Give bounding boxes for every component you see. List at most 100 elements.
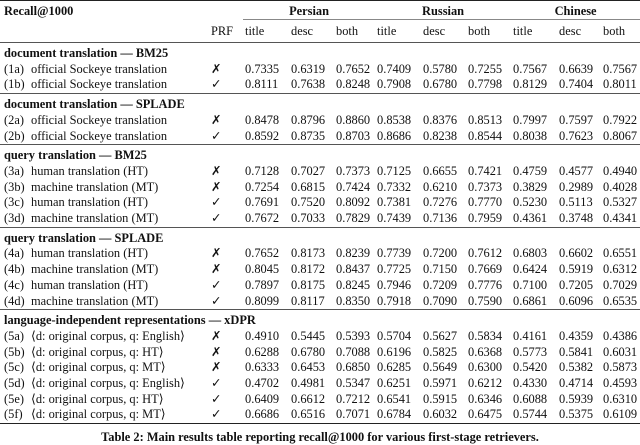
value-cell: 0.5347 bbox=[336, 376, 371, 391]
row-id: (2a) bbox=[4, 112, 24, 127]
value-cell: 0.4359 bbox=[559, 328, 594, 343]
table-row: (5f) ⟨d: original corpus, q: MT⟩ ✓ 0.6686 0.… bbox=[0, 407, 640, 425]
cross-icon: ✗ bbox=[211, 112, 222, 127]
value-cell: 0.8860 bbox=[336, 112, 371, 127]
row-id: (5b) bbox=[4, 344, 25, 359]
row-id: (4d) bbox=[4, 293, 25, 308]
table-row: (5c) ⟨d: original corpus, q: MT⟩ ✗ 0.6333 0.… bbox=[0, 360, 640, 376]
value-cell: 0.4593 bbox=[603, 376, 638, 391]
value-cell: 0.8238 bbox=[423, 128, 458, 143]
value-cell: 0.6535 bbox=[603, 293, 638, 308]
row-id: (1a) bbox=[4, 61, 24, 76]
row-label: ⟨d: original corpus, q: English⟩ bbox=[31, 376, 185, 391]
value-cell: 0.6541 bbox=[377, 391, 412, 406]
value-cell: 0.7205 bbox=[559, 277, 594, 292]
cross-icon: ✗ bbox=[211, 179, 222, 194]
table-row: (4a) human translation (HT) ✗ 0.7652 0.8173 0… bbox=[0, 246, 640, 262]
value-cell: 0.5939 bbox=[559, 391, 594, 406]
value-cell: 0.5825 bbox=[423, 344, 458, 359]
value-cell: 0.5873 bbox=[603, 360, 638, 375]
row-id: (5d) bbox=[4, 376, 25, 391]
value-cell: 0.7997 bbox=[513, 112, 548, 127]
value-cell: 0.7897 bbox=[245, 277, 280, 292]
value-cell: 0.7739 bbox=[377, 246, 412, 261]
value-cell: 0.6300 bbox=[468, 360, 503, 375]
table-row: (4c) human translation (HT) ✓ 0.7897 0.8175 0… bbox=[0, 278, 640, 294]
value-cell: 0.8099 bbox=[245, 293, 280, 308]
value-cell: 0.6424 bbox=[513, 262, 548, 277]
value-cell: 0.6109 bbox=[601, 407, 640, 425]
value-cell: 0.7567 bbox=[603, 61, 638, 76]
value-cell: 0.5704 bbox=[377, 328, 412, 343]
value-cell: 0.5919 bbox=[559, 262, 594, 277]
row-label: machine translation (MT) bbox=[31, 262, 159, 277]
row-id: (4a) bbox=[4, 246, 24, 261]
value-cell: 0.7946 bbox=[377, 277, 412, 292]
value-cell: 0.6312 bbox=[603, 262, 638, 277]
table-row: (3b) machine translation (MT) ✗ 0.7254 0.681… bbox=[0, 180, 640, 196]
table-row: (1a) official Sockeye translation ✗ 0.7335 0… bbox=[0, 62, 640, 78]
value-cell: 0.6861 bbox=[513, 293, 548, 308]
value-cell: 0.7623 bbox=[559, 128, 594, 143]
value-cell: 0.5375 bbox=[557, 407, 602, 425]
language-header-chinese: Chinese bbox=[511, 4, 640, 21]
section-title: document translation — BM25 bbox=[4, 46, 169, 60]
table-row: (2a) official Sockeye translation ✗ 0.8478 0… bbox=[0, 113, 640, 129]
value-cell: 0.7125 bbox=[377, 163, 412, 178]
cross-icon: ✗ bbox=[211, 262, 222, 277]
value-cell: 0.7959 bbox=[468, 211, 503, 226]
value-cell: 0.4330 bbox=[513, 376, 548, 391]
value-cell: 0.7029 bbox=[603, 277, 638, 292]
value-cell: 0.6780 bbox=[423, 77, 458, 92]
value-cell: 0.4981 bbox=[291, 376, 326, 391]
section-header: query translation — BM25 bbox=[0, 144, 640, 164]
value-cell: 0.6288 bbox=[245, 344, 280, 359]
value-cell: 0.7150 bbox=[423, 262, 458, 277]
value-cell: 0.6310 bbox=[603, 391, 638, 406]
cross-icon: ✗ bbox=[211, 344, 222, 359]
value-cell: 0.7776 bbox=[468, 277, 503, 292]
row-id: (3d) bbox=[4, 211, 25, 226]
value-cell: 0.7652 bbox=[245, 246, 280, 261]
cross-icon: ✗ bbox=[211, 360, 222, 375]
value-cell: 0.8175 bbox=[291, 277, 326, 292]
language-header-persian: Persian bbox=[243, 4, 376, 21]
value-cell: 0.4940 bbox=[603, 163, 638, 178]
value-cell: 0.6612 bbox=[291, 391, 326, 406]
row-label: human translation (HT) bbox=[31, 277, 148, 292]
subcolumn-header-both: both bbox=[601, 22, 640, 43]
table-row: (5e) ⟨d: original corpus, q: HT⟩ ✓ 0.6409 0.… bbox=[0, 392, 640, 408]
section-title: language-independent representations — x… bbox=[0, 309, 640, 329]
value-cell: 0.6803 bbox=[513, 246, 548, 261]
value-cell: 0.7612 bbox=[468, 246, 503, 261]
row-label: ⟨d: original corpus, q: MT⟩ bbox=[31, 407, 207, 425]
value-cell: 0.8067 bbox=[603, 128, 638, 143]
value-cell: 0.3748 bbox=[559, 211, 594, 226]
value-cell: 0.8376 bbox=[423, 112, 458, 127]
value-cell: 0.7590 bbox=[468, 293, 503, 308]
row-label: ⟨d: original corpus, q: English⟩ bbox=[31, 328, 185, 343]
value-cell: 0.7209 bbox=[423, 277, 458, 292]
table-row: (3d) machine translation (MT) ✓ 0.7672 0.703… bbox=[0, 211, 640, 227]
value-cell: 0.7669 bbox=[468, 262, 503, 277]
value-cell: 0.7725 bbox=[377, 262, 412, 277]
value-cell: 0.7922 bbox=[603, 112, 638, 127]
table-row: (5d) ⟨d: original corpus, q: English⟩ ✓ 0.4… bbox=[0, 376, 640, 392]
value-cell: 0.7090 bbox=[423, 293, 458, 308]
value-cell: 0.7672 bbox=[245, 211, 280, 226]
table-row: (2b) official Sockeye translation ✓ 0.8592 0… bbox=[0, 129, 640, 145]
value-cell: 0.4759 bbox=[513, 163, 548, 178]
value-cell: 0.7332 bbox=[377, 179, 412, 194]
section-title: query translation — SPLADE bbox=[0, 226, 640, 247]
results-table: Recall@1000 Persian Russian Chinese PRF … bbox=[0, 0, 640, 425]
value-cell: 0.8045 bbox=[245, 262, 280, 277]
row-label: ⟨d: original corpus, q: HT⟩ bbox=[31, 391, 164, 406]
subcolumn-header-both: both bbox=[334, 22, 376, 43]
subcolumn-header-desc: desc bbox=[557, 22, 602, 43]
header-row-subcolumns: PRF title desc both title desc both title desc b… bbox=[0, 22, 640, 43]
value-cell: 0.5627 bbox=[423, 328, 458, 343]
check-icon: ✓ bbox=[211, 128, 222, 143]
check-icon: ✓ bbox=[207, 407, 244, 425]
section-header: document translation — BM25 bbox=[0, 43, 640, 62]
row-label: official Sockeye translation bbox=[31, 128, 168, 143]
